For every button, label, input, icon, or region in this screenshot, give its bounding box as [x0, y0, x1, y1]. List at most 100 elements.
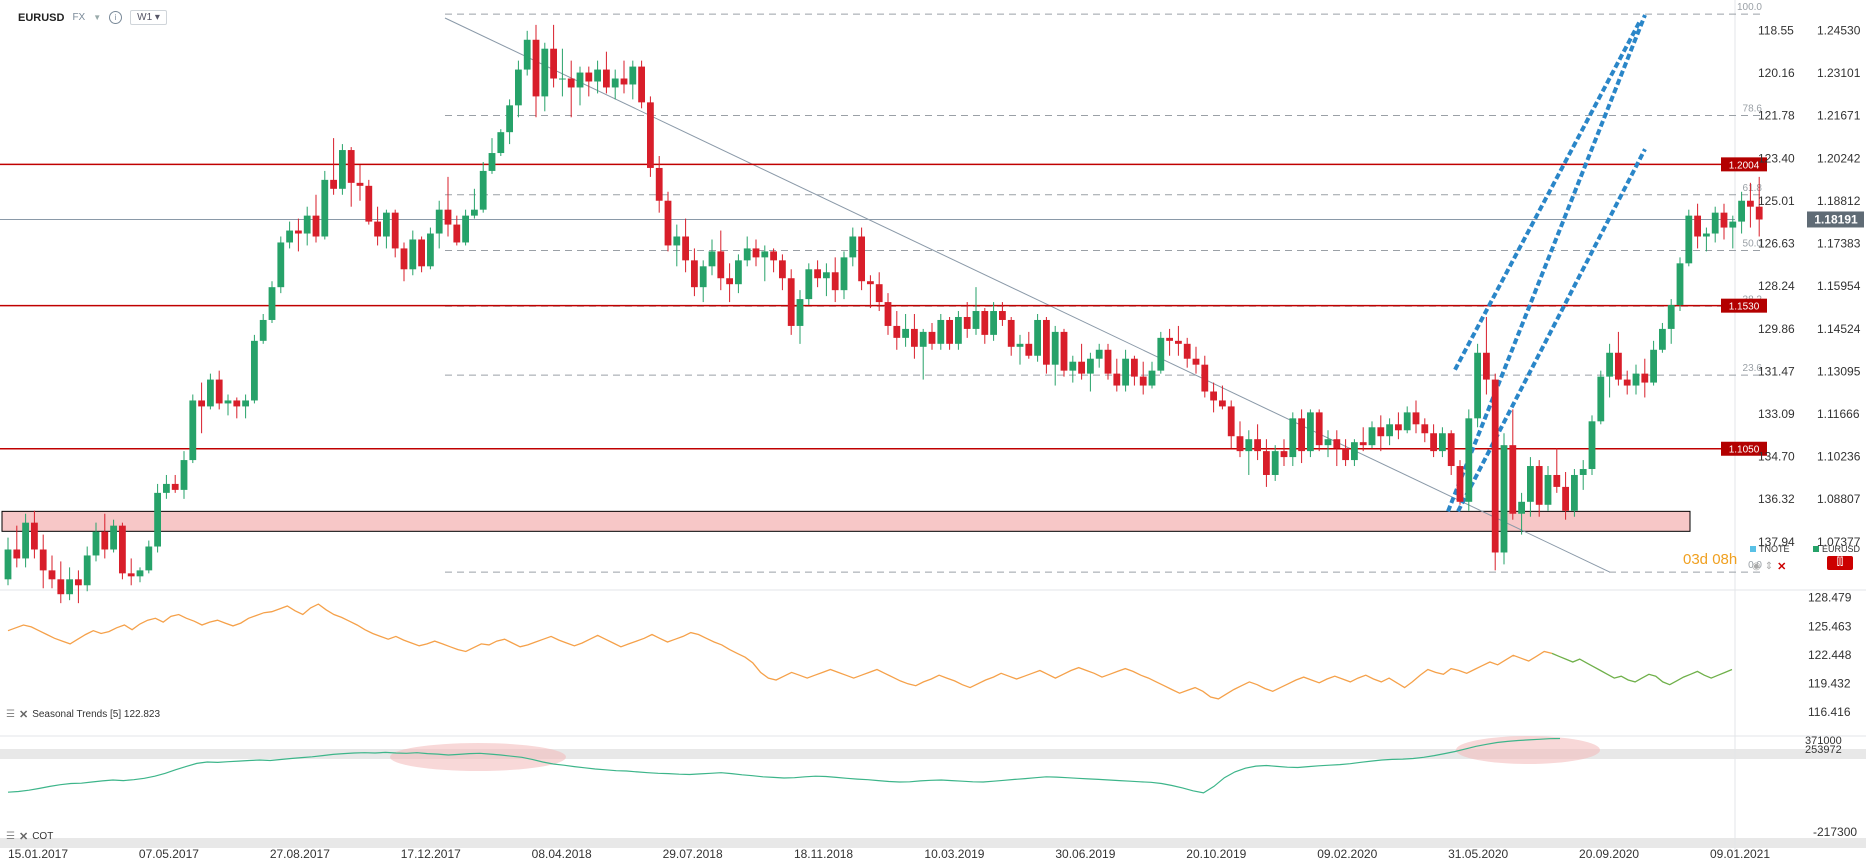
candle-body	[1263, 451, 1270, 475]
seasonal-line	[7, 603, 1553, 700]
candle-body	[664, 200, 672, 246]
candle-body	[875, 284, 883, 303]
candle-body	[1421, 424, 1429, 434]
candle-body	[867, 281, 874, 285]
candle-body	[1509, 445, 1517, 514]
close-icon[interactable]: ✕	[1777, 561, 1787, 573]
candle-body	[462, 215, 469, 243]
candle-body	[251, 340, 258, 401]
candle-body	[691, 260, 698, 288]
axis-tick-left: 118.55	[1758, 24, 1794, 38]
candle-body	[682, 236, 689, 261]
candle-body	[277, 242, 285, 288]
candle-body	[1738, 200, 1745, 222]
candle-body	[39, 549, 47, 571]
pane-menu-icon[interactable]: ☰	[6, 831, 15, 842]
candle-body	[163, 483, 170, 493]
candle-body	[752, 248, 760, 258]
candle-body	[603, 69, 610, 88]
candle-body	[585, 72, 593, 82]
symbol-label[interactable]: EURUSD	[18, 11, 65, 24]
level-badge	[1721, 157, 1767, 172]
candle-body	[1078, 361, 1085, 374]
candle-countdown: 03d 08h	[1683, 551, 1738, 568]
candle-body	[638, 66, 645, 103]
candle-body	[1518, 501, 1525, 514]
candle-body	[1412, 412, 1420, 425]
candle-body	[1051, 331, 1059, 365]
axis-tick-left: 120.16	[1758, 66, 1795, 80]
candle-body	[1623, 379, 1631, 386]
seasonal-axis-tick: 125.463	[1808, 619, 1852, 633]
candle-body	[1131, 358, 1138, 377]
seasonal-pane-label: ☰ ✕ Seasonal Trends [5] 122.823	[6, 708, 160, 721]
axis-tick-left: 126.63	[1758, 237, 1795, 251]
candle-body	[1571, 474, 1578, 511]
close-icon[interactable]: ✕	[18, 831, 29, 843]
candle-body	[435, 209, 443, 234]
cot-axis-tick: 371000	[1805, 735, 1842, 747]
candle-body	[303, 215, 311, 234]
candle-body	[339, 150, 346, 189]
axis-tick-right: 1.24530	[1817, 24, 1861, 38]
instrument-class[interactable]: FX	[72, 12, 86, 23]
candle-body	[1535, 466, 1543, 505]
axis-tick-right: 1.20242	[1817, 151, 1861, 165]
candle-body	[1236, 436, 1244, 452]
x-axis-tick: 29.07.2018	[663, 847, 723, 861]
candle-body	[831, 272, 839, 291]
eye-icon[interactable]: ◉	[1752, 561, 1761, 572]
axis-tick-right: 1.13095	[1817, 364, 1861, 378]
x-axis-tick: 30.06.2019	[1055, 847, 1115, 861]
candle-body	[1289, 418, 1297, 458]
candle-body	[1104, 349, 1112, 374]
candle-body	[735, 260, 742, 285]
candle-settings-icon[interactable]: ⫿⫿	[1827, 556, 1853, 570]
axis-tick-right: 1.11666	[1817, 407, 1860, 421]
candle-body	[1430, 433, 1437, 452]
candle-body	[761, 251, 769, 258]
candle-body	[66, 579, 73, 595]
candle-body	[1711, 212, 1719, 234]
candle-body	[497, 132, 505, 154]
candle-body	[1377, 427, 1385, 437]
x-axis-tick: 18.11.2018	[794, 847, 853, 861]
close-icon[interactable]: ✕	[18, 709, 29, 721]
info-icon[interactable]: i	[109, 11, 123, 24]
axis-tick-left: 128.24	[1758, 279, 1795, 293]
support-zone	[1, 510, 1691, 532]
candle-body	[1148, 370, 1156, 386]
candle-body	[955, 316, 962, 344]
axis-tick-right: 1.08807	[1817, 492, 1861, 506]
candle-body	[919, 331, 927, 347]
highlight-ellipse	[390, 743, 566, 771]
candle-body	[1095, 349, 1103, 359]
candle-body	[1201, 364, 1209, 392]
candle-body	[937, 319, 945, 344]
candle-body	[488, 153, 496, 171]
candle-body	[259, 319, 267, 341]
candle-body	[1069, 361, 1077, 371]
candle-body	[1227, 406, 1235, 437]
candle-body	[1474, 352, 1481, 419]
candle-body	[48, 570, 56, 580]
axis-tick-left: 137.94	[1758, 535, 1795, 549]
candle-body	[365, 185, 373, 222]
axis-tick-right: 1.15954	[1817, 279, 1861, 293]
cot-band-top	[0, 749, 1866, 759]
candle-body	[418, 239, 425, 267]
candle-body	[92, 531, 100, 556]
candle-body	[699, 266, 707, 288]
chevron-down-icon[interactable]: ▼	[93, 13, 102, 22]
tnote-swatch	[1750, 546, 1756, 552]
x-axis-tick: 10.03.2019	[924, 847, 984, 861]
candle-body	[198, 400, 205, 407]
candle-body	[83, 555, 91, 586]
candle-body	[383, 212, 390, 237]
candle-body	[330, 179, 337, 189]
order-icon[interactable]: ⇕	[1764, 561, 1774, 572]
candle-body	[1368, 427, 1376, 446]
timeframe-select[interactable]: W1 ▾	[130, 10, 167, 25]
pane-menu-icon[interactable]: ☰	[6, 709, 15, 720]
